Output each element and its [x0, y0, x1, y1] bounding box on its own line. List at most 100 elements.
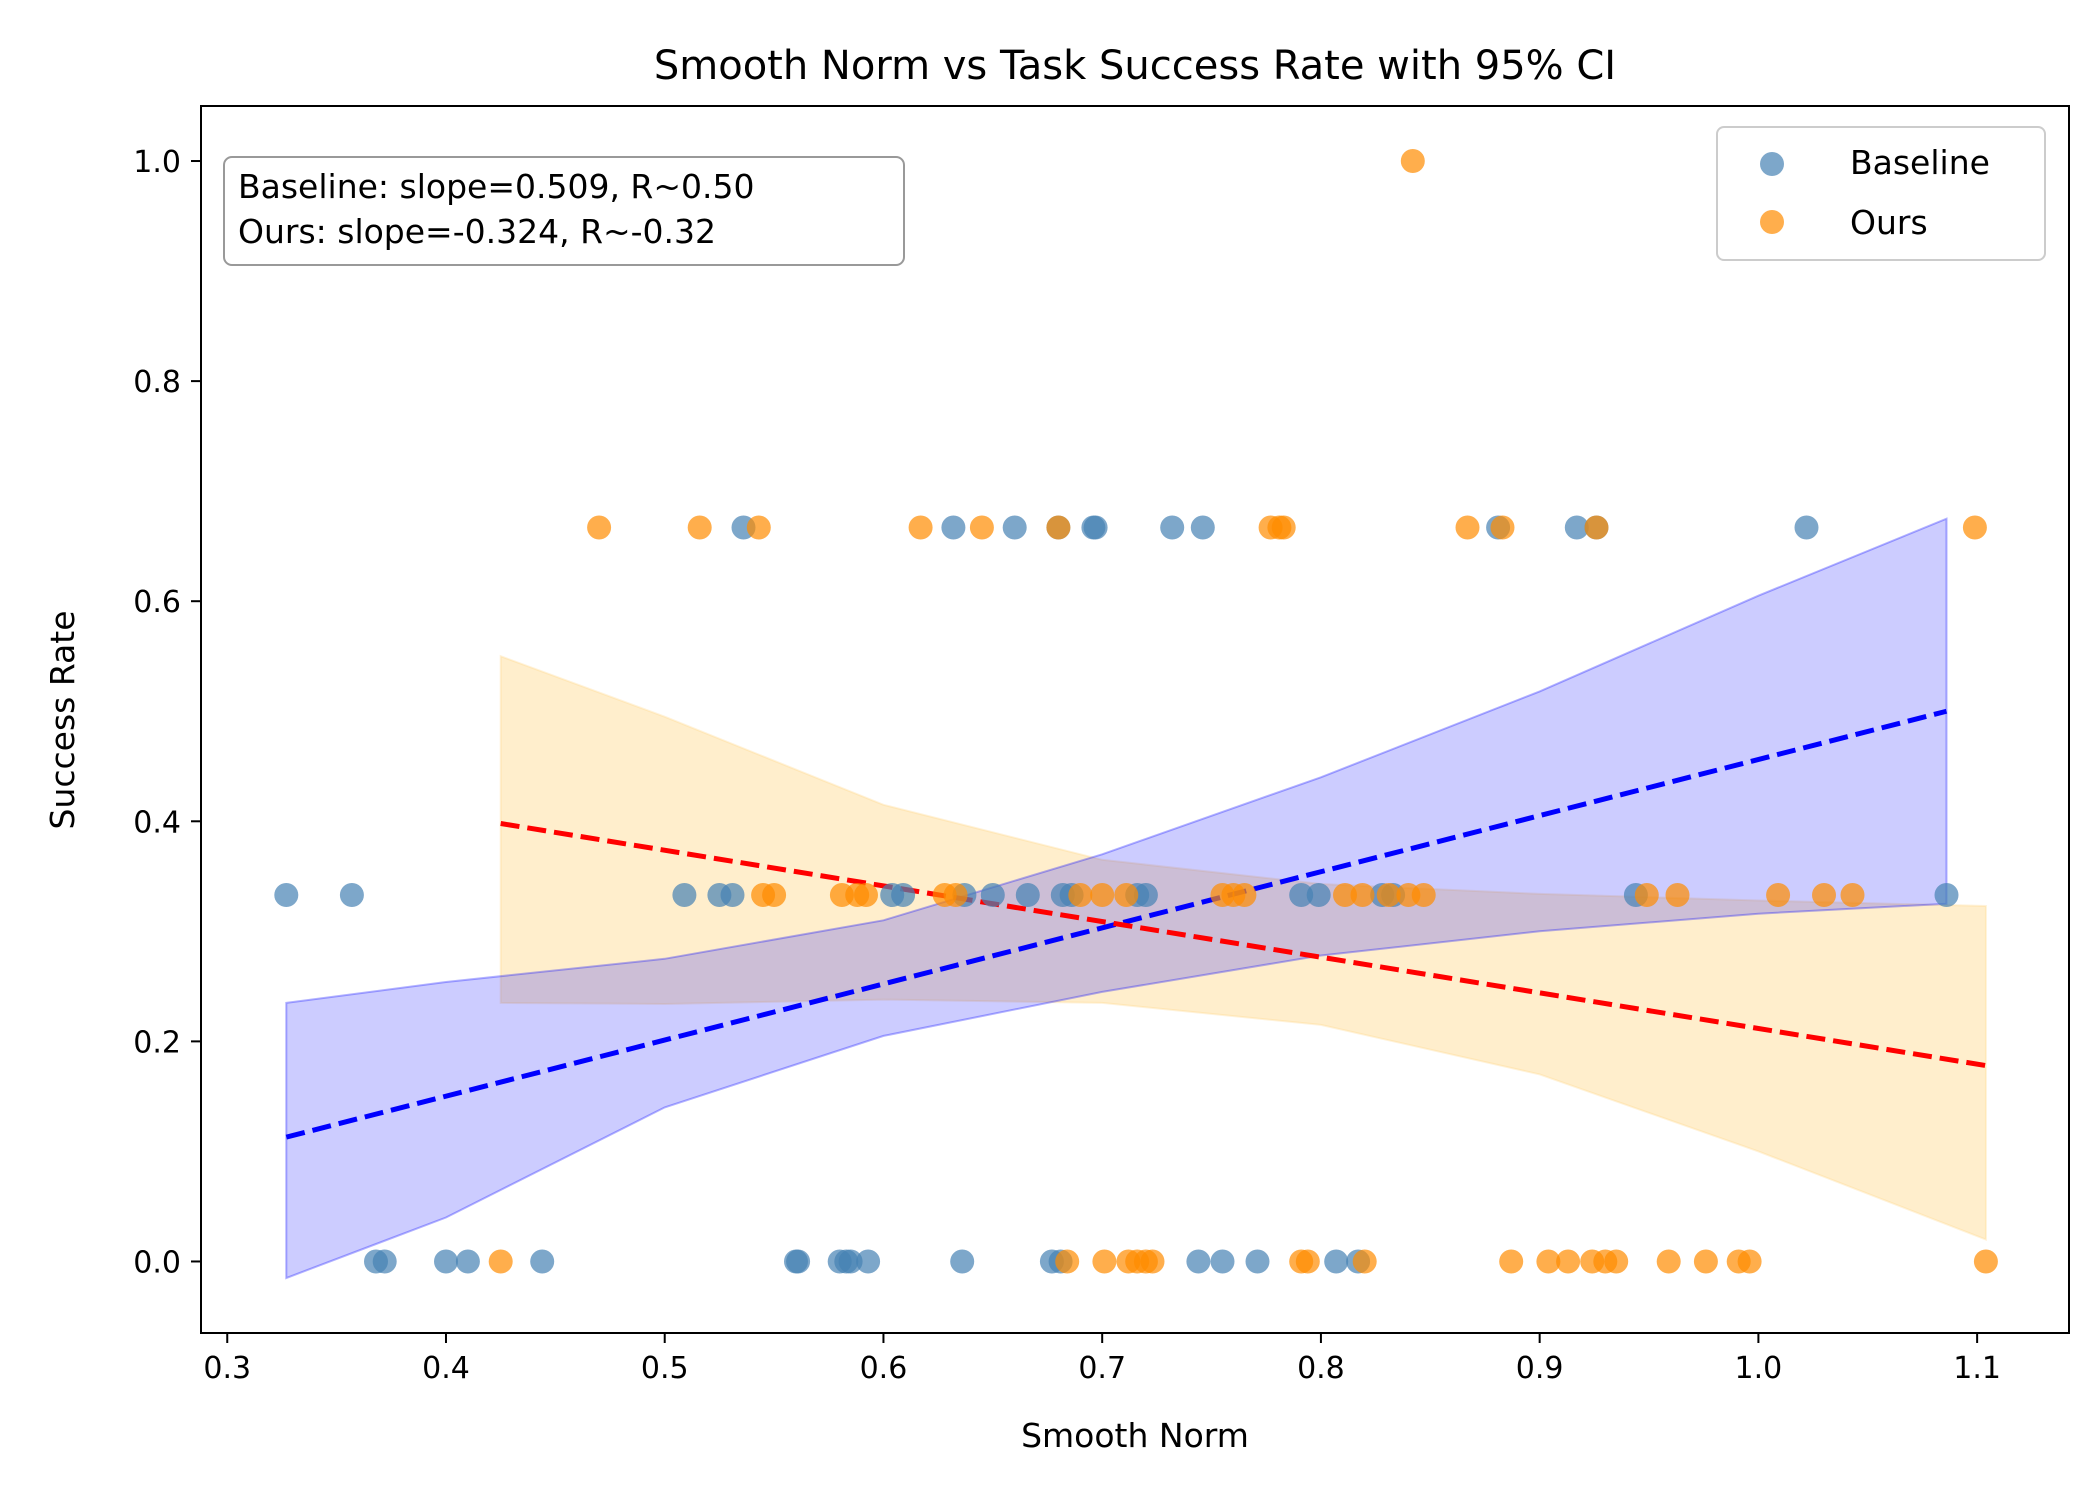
legend-marker-baseline: [1760, 152, 1784, 176]
point-ours: [1455, 515, 1480, 540]
legend: Baseline Ours: [1716, 126, 2046, 261]
point-ours: [587, 515, 612, 540]
y-axis-label: Success Rate: [43, 611, 82, 830]
y-tick-label: 1.0: [133, 145, 181, 180]
point-ours: [1766, 883, 1791, 907]
legend-box: [1716, 126, 2046, 261]
point-ours: [687, 515, 712, 540]
legend-marker-ours: [1760, 210, 1784, 234]
chart-title: Smooth Norm vs Task Success Rate with 95…: [654, 43, 1616, 89]
point-baseline: [1289, 883, 1314, 907]
point-ours: [1604, 1249, 1629, 1274]
point-baseline: [891, 883, 916, 907]
point-baseline: [339, 883, 364, 907]
point-baseline: [1002, 515, 1027, 540]
point-baseline: [1210, 1249, 1235, 1274]
scatter-points: [274, 149, 1998, 1274]
point-ours: [1634, 883, 1659, 907]
point-ours: [1584, 515, 1609, 540]
point-baseline: [1160, 515, 1185, 540]
point-ours: [1271, 515, 1296, 540]
stats-annotation-box: [223, 156, 905, 266]
point-ours: [1333, 883, 1357, 907]
point-baseline: [1564, 515, 1589, 540]
x-tick-label: 0.5: [641, 1351, 689, 1386]
point-ours: [1350, 883, 1375, 907]
point-ours: [1737, 1249, 1762, 1274]
point-baseline: [274, 883, 299, 907]
legend-label-ours: Ours: [1850, 203, 1928, 242]
point-baseline: [455, 1249, 480, 1274]
point-ours: [1556, 1249, 1581, 1274]
x-axis-label: Smooth Norm: [1021, 1416, 1249, 1455]
point-ours: [1411, 883, 1436, 907]
point-ours: [1376, 883, 1401, 907]
point-ours: [1656, 1249, 1681, 1274]
point-ours: [1499, 1249, 1524, 1274]
point-baseline: [434, 1249, 458, 1274]
point-ours: [1055, 1249, 1080, 1274]
point-baseline: [786, 1249, 811, 1274]
point-ours: [1400, 149, 1425, 173]
y-tick-label: 0.6: [133, 585, 181, 620]
point-ours: [1232, 883, 1257, 907]
point-ours: [1962, 515, 1987, 540]
point-baseline: [1794, 515, 1819, 540]
point-baseline: [1324, 1249, 1349, 1274]
point-baseline: [1190, 515, 1215, 540]
point-baseline: [950, 1249, 975, 1274]
x-tick-label: 1.0: [1735, 1351, 1783, 1386]
point-ours: [854, 883, 878, 907]
point-ours: [746, 515, 771, 540]
point-baseline: [856, 1249, 881, 1274]
point-ours: [1092, 1249, 1117, 1274]
x-tick-label: 0.9: [1516, 1351, 1564, 1386]
point-ours: [1114, 883, 1139, 907]
point-baseline: [720, 883, 745, 907]
point-baseline: [1934, 883, 1959, 907]
point-ours: [1068, 883, 1093, 907]
x-tick-label: 0.8: [1297, 1351, 1345, 1386]
point-ours: [1665, 883, 1690, 907]
point-ours: [1352, 1249, 1377, 1274]
y-tick-label: 0.2: [133, 1025, 181, 1060]
point-baseline: [980, 883, 1005, 907]
y-tick-label: 0.0: [133, 1245, 181, 1280]
point-baseline: [1083, 515, 1108, 540]
point-ours: [1973, 1249, 1998, 1274]
fit-line-ours: [500, 821, 1987, 1069]
x-tick-label: 0.3: [203, 1351, 251, 1386]
x-axis-ticks: 0.3 0.4 0.5 0.6 0.7 0.8 0.9 1.0 1.1: [203, 1333, 2001, 1386]
point-baseline: [372, 1249, 397, 1274]
x-tick-label: 0.6: [860, 1351, 908, 1386]
point-ours: [1140, 1249, 1165, 1274]
point-baseline: [838, 1249, 863, 1274]
point-ours: [488, 1249, 513, 1274]
y-tick-label: 0.4: [133, 805, 181, 840]
point-ours: [1090, 883, 1115, 907]
point-ours: [1536, 1249, 1561, 1274]
point-ours: [1840, 883, 1865, 907]
point-ours: [943, 883, 968, 907]
point-ours: [762, 883, 787, 907]
y-axis-ticks: 0.0 0.2 0.4 0.6 0.8 1.0: [133, 145, 201, 1280]
legend-label-baseline: Baseline: [1850, 143, 1990, 182]
point-baseline: [1306, 883, 1331, 907]
fit-line-baseline: [285, 708, 1948, 1140]
point-baseline: [1186, 1249, 1211, 1274]
point-baseline: [1245, 1249, 1270, 1274]
point-baseline: [530, 1249, 555, 1274]
point-baseline: [1133, 883, 1158, 907]
point-ours: [908, 515, 933, 540]
x-tick-label: 0.7: [1078, 1351, 1126, 1386]
point-ours: [1693, 1249, 1718, 1274]
fit-lines: [285, 708, 1987, 1140]
point-ours: [1295, 1249, 1320, 1274]
point-baseline: [672, 883, 697, 907]
stats-line-ours: Ours: slope=-0.324, R~-0.32: [238, 212, 716, 251]
point-ours: [1812, 883, 1836, 907]
point-ours: [969, 515, 994, 540]
point-baseline: [941, 515, 966, 540]
point-ours: [1490, 515, 1515, 540]
